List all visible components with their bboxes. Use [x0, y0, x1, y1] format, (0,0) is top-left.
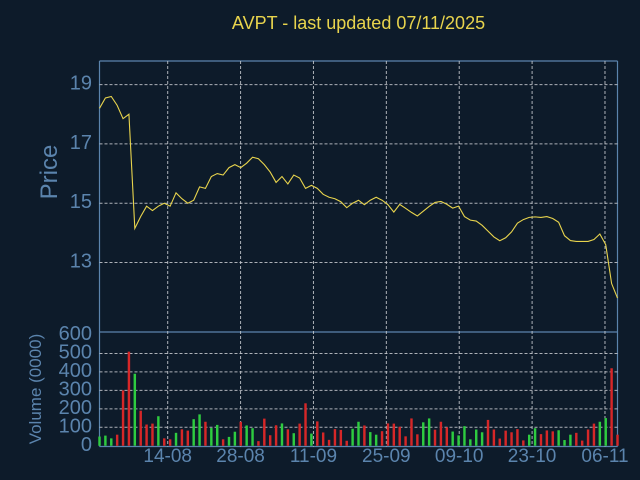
svg-text:13: 13: [70, 251, 92, 273]
svg-text:19: 19: [70, 73, 92, 95]
svg-text:17: 17: [70, 132, 92, 154]
svg-text:15: 15: [70, 191, 92, 213]
svg-text:06-11: 06-11: [581, 446, 628, 467]
svg-text:11-09: 11-09: [290, 446, 337, 467]
svg-text:14-08: 14-08: [143, 446, 192, 467]
svg-text:28-08: 28-08: [216, 446, 265, 467]
svg-text:25-09: 25-09: [362, 446, 411, 467]
svg-text:09-10: 09-10: [435, 446, 484, 467]
svg-text:600: 600: [59, 323, 92, 345]
svg-text:23-10: 23-10: [508, 446, 557, 467]
